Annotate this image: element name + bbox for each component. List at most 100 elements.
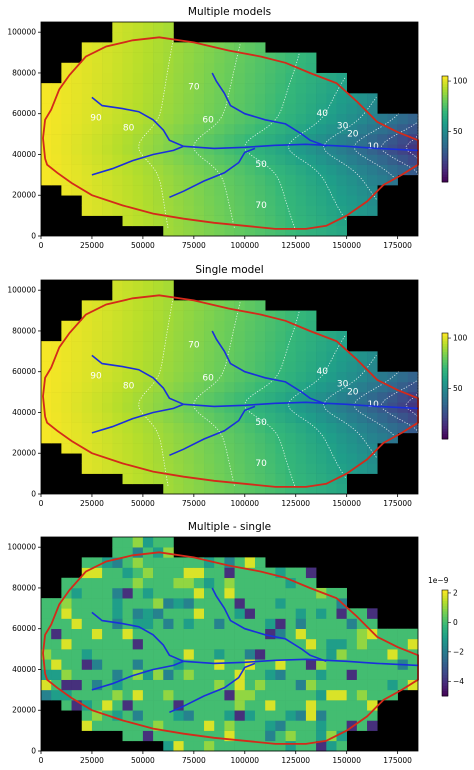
heatmap-cell [377, 174, 388, 186]
heatmap-cell [91, 205, 103, 216]
y-tick-label: 20000 [12, 191, 36, 200]
heatmap-cell [214, 62, 225, 74]
heatmap-cell [224, 52, 235, 64]
contour-line [244, 310, 300, 486]
heatmap-cell [295, 310, 307, 322]
heatmap-cell [244, 628, 256, 640]
heatmap-cell [356, 195, 368, 206]
heatmap-cell [102, 463, 113, 474]
heatmap-cell [336, 649, 347, 660]
heatmap-cell [336, 123, 347, 135]
heatmap-cell [183, 453, 195, 464]
heatmap-cell [204, 42, 215, 53]
heatmap-cell [193, 628, 205, 640]
heatmap-cell [214, 587, 225, 599]
heatmap-cell [102, 174, 113, 186]
heatmap-cell [183, 577, 195, 589]
heatmap-cell [193, 598, 205, 609]
heatmap-cell [214, 225, 225, 237]
heatmap-cell [214, 422, 225, 434]
heatmap-cell [244, 700, 256, 711]
heatmap-cell [234, 638, 246, 650]
heatmap-cell [244, 432, 256, 444]
heatmap-cell [285, 330, 297, 342]
heatmap-cell [142, 290, 154, 301]
colorbar-segment [442, 160, 448, 164]
heatmap-cell [377, 154, 388, 165]
heatmap-cell [112, 443, 123, 454]
heatmap-cell [183, 608, 195, 619]
colorbar-segment [442, 372, 448, 376]
contour-label: 30 [337, 121, 349, 131]
x-tick-label: 50000 [131, 756, 155, 765]
axes-frame [40, 536, 419, 752]
x-tick-label: 25000 [80, 756, 104, 765]
heatmap-cell [356, 628, 368, 640]
heatmap-cell [81, 577, 93, 589]
heatmap-cell [71, 123, 83, 135]
heatmap-cell [112, 537, 123, 548]
colorbar-segment [442, 629, 448, 633]
heatmap-cell [122, 290, 134, 301]
heatmap-cell [163, 32, 174, 43]
heatmap-cell [234, 422, 246, 434]
heatmap-cell [244, 83, 256, 94]
heatmap-cell [316, 669, 327, 680]
heatmap-cell [153, 134, 164, 145]
heatmap-cell [214, 381, 225, 393]
heatmap-cell [173, 42, 184, 53]
heatmap-cell [254, 720, 266, 731]
heatmap-cell [173, 93, 184, 104]
heatmap-cell [204, 679, 215, 691]
heatmap-cell [183, 557, 195, 568]
heatmap-cell [295, 659, 307, 670]
heatmap-cell [91, 113, 103, 125]
heatmap-cell [265, 225, 276, 237]
heatmap-cell [122, 628, 134, 640]
heatmap-cell [183, 443, 195, 454]
heatmap-cell [112, 154, 123, 165]
heatmap-cell [275, 402, 286, 413]
stream-line [211, 72, 327, 148]
heatmap-cell [163, 351, 174, 362]
colorbar-segment [442, 81, 448, 85]
heatmap-cell [407, 412, 419, 423]
heatmap-cell [81, 432, 93, 444]
heatmap-cell [254, 598, 266, 609]
heatmap-cell [163, 361, 174, 373]
heatmap-cell [163, 628, 174, 640]
heatmap-cell [356, 432, 368, 444]
heatmap-cell [183, 679, 195, 691]
heatmap-cell [367, 361, 378, 373]
heatmap-cell [142, 174, 154, 186]
heatmap-cell [254, 710, 266, 721]
heatmap-cell [71, 330, 83, 342]
heatmap-cell [163, 330, 174, 342]
colorbar-segment [442, 126, 448, 130]
heatmap-cell [102, 341, 113, 352]
heatmap-cell [285, 62, 297, 74]
colorbar-segment [442, 404, 448, 408]
heatmap-cell [173, 463, 184, 474]
heatmap-cell [234, 659, 246, 670]
heatmap-cell [122, 547, 134, 558]
heatmap-cell [254, 361, 266, 373]
heatmap-cell [153, 320, 164, 332]
heatmap-cell [102, 638, 113, 650]
heatmap-cell [41, 422, 52, 434]
heatmap-cell [356, 720, 368, 731]
heatmap-cell [112, 587, 123, 599]
heatmap-cell [346, 432, 358, 444]
heatmap-cell [254, 689, 266, 701]
heatmap-cell [122, 280, 134, 291]
heatmap-cell [336, 608, 347, 619]
heatmap-cell [326, 710, 337, 721]
heatmap-cell [234, 730, 246, 742]
heatmap-cell [132, 52, 144, 64]
heatmap-cell [183, 144, 195, 155]
heatmap-cell [112, 689, 123, 701]
colorbar-segment [442, 635, 448, 639]
heatmap-cell [173, 740, 184, 752]
heatmap-cell [91, 689, 103, 701]
heatmap-cell [265, 83, 276, 94]
